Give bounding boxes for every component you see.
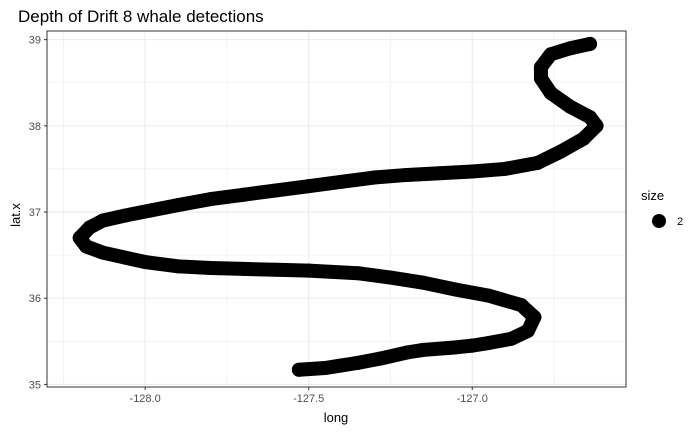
data-point: [291, 362, 306, 377]
data-point: [432, 166, 447, 181]
data-point: [399, 167, 414, 182]
data-point: [563, 41, 578, 56]
data-point: [268, 183, 283, 198]
data-point: [583, 110, 598, 125]
data-point: [481, 288, 496, 303]
data-point: [203, 192, 218, 207]
data-point: [373, 351, 388, 366]
data-point: [118, 208, 133, 223]
y-tick-label: 35: [29, 379, 41, 391]
y-tick-label: 39: [29, 35, 41, 47]
axis-ticks: -128.0 -127.5 -127.0 35 36 37 38 39: [29, 35, 488, 405]
data-point: [170, 198, 185, 213]
y-tick-label: 37: [29, 207, 41, 219]
data-point: [203, 261, 218, 276]
data-point: [583, 36, 598, 51]
data-point: [72, 230, 87, 245]
data-point: [553, 144, 568, 159]
data-point: [301, 263, 316, 278]
x-axis-title: long: [324, 410, 349, 425]
data-point: [448, 282, 463, 297]
data-point: [533, 71, 548, 86]
panel-border: [46, 30, 627, 388]
data-point: [170, 259, 185, 274]
data-point: [399, 345, 414, 360]
legend-title: size: [641, 188, 664, 203]
data-point: [533, 60, 548, 75]
data-point: [301, 179, 316, 194]
y-tick-label: 38: [29, 121, 41, 133]
data-point: [465, 164, 480, 179]
x-tick-label: -127.0: [457, 393, 488, 405]
data-point: [318, 361, 333, 376]
data-point: [367, 170, 382, 185]
x-tick-label: -128.0: [130, 393, 161, 405]
data-point: [497, 161, 512, 176]
y-tick-label: 36: [29, 293, 41, 305]
data-point: [465, 338, 480, 353]
data-layer: [72, 36, 604, 377]
data-point: [350, 266, 365, 281]
data-point: [118, 250, 133, 265]
data-point: [416, 275, 431, 290]
data-point: [138, 255, 153, 270]
y-axis-title: lat.x: [8, 203, 23, 227]
legend: size 2: [641, 188, 683, 228]
data-point: [334, 358, 349, 373]
data-point: [543, 47, 558, 62]
data-point: [520, 323, 535, 338]
data-point: [576, 131, 591, 146]
data-point: [514, 298, 529, 313]
data-point: [416, 342, 431, 357]
data-point: [236, 261, 251, 276]
data-point: [236, 187, 251, 202]
chart-title: Depth of Drift 8 whale detections: [18, 7, 264, 26]
data-point: [334, 174, 349, 189]
legend-key-circle: [652, 214, 666, 228]
data-point: [481, 336, 496, 351]
data-point: [527, 310, 542, 325]
data-point: [82, 220, 97, 235]
data-point: [504, 331, 519, 346]
data-point: [383, 270, 398, 285]
data-point: [95, 245, 110, 260]
data-point: [144, 203, 159, 218]
data-point: [448, 340, 463, 355]
data-point: [95, 213, 110, 228]
data-point: [543, 86, 558, 101]
data-point: [350, 355, 365, 370]
data-point: [268, 262, 283, 277]
data-point: [563, 99, 578, 114]
legend-entry-label: 2: [677, 216, 683, 228]
x-tick-label: -127.5: [293, 393, 324, 405]
data-point: [530, 155, 545, 170]
